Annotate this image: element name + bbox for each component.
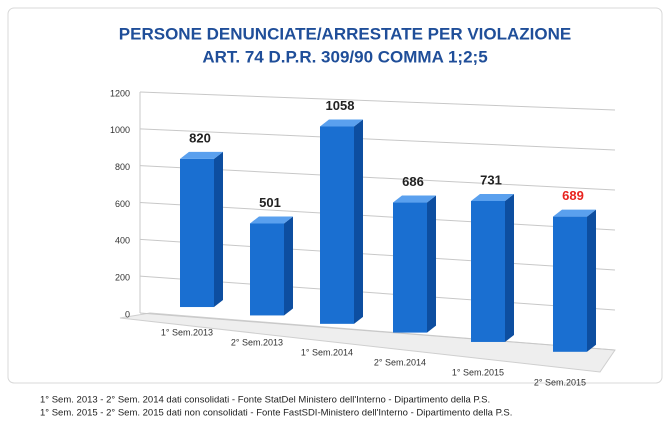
bar-side (354, 119, 363, 324)
bar-top (250, 216, 293, 224)
bar-front (471, 200, 505, 342)
x-tick-label: 1° Sem.2013 (161, 327, 213, 337)
value-label: 1058 (326, 98, 355, 113)
bar-top (393, 195, 436, 203)
y-tick-label: 800 (115, 162, 130, 172)
bar-front (320, 126, 354, 324)
chart-title: PERSONE DENUNCIATE/ARRESTATE PER VIOLAZI… (119, 24, 571, 43)
y-tick-label: 200 (115, 273, 130, 283)
bar (180, 151, 223, 308)
value-label: 686 (402, 174, 424, 189)
bar-side (505, 193, 514, 342)
chart-title: ART. 74 D.P.R. 309/90 COMMA 1;2;5 (202, 47, 487, 66)
x-tick-label: 1° Sem.2015 (452, 367, 504, 377)
x-tick-label: 2° Sem.2015 (534, 377, 586, 387)
y-tick-label: 1000 (110, 125, 130, 135)
grid-line (139, 312, 616, 351)
bar (393, 195, 436, 333)
grid-line (139, 128, 616, 151)
bar (250, 216, 293, 316)
bar-top (320, 119, 363, 127)
footnote: 1° Sem. 2015 - 2° Sem. 2015 dati non con… (40, 408, 512, 419)
bar-top (553, 209, 596, 217)
bar-front (553, 216, 587, 352)
y-tick-label: 1200 (110, 88, 130, 98)
bar (320, 119, 363, 324)
value-label: 820 (189, 130, 211, 145)
bar-top (180, 151, 223, 159)
bar-top (471, 193, 514, 201)
bar-side (427, 195, 436, 333)
y-tick-label: 400 (115, 236, 130, 246)
bar-front (393, 202, 427, 333)
bar-side (587, 209, 596, 352)
bar-side (284, 216, 293, 316)
footnote: 1° Sem. 2013 - 2° Sem. 2014 dati consoli… (40, 395, 490, 406)
y-tick-label: 0 (125, 309, 130, 319)
bar-front (250, 223, 284, 316)
x-tick-label: 2° Sem.2014 (374, 357, 426, 367)
value-label: 731 (480, 172, 502, 187)
y-tick-label: 600 (115, 199, 130, 209)
bar-front (180, 158, 214, 308)
bar (471, 193, 514, 342)
grid-line (139, 91, 616, 111)
x-tick-label: 1° Sem.2014 (301, 347, 353, 357)
value-label: 501 (259, 195, 281, 210)
x-tick-label: 2° Sem.2013 (231, 337, 283, 347)
value-label: 689 (562, 188, 584, 203)
bar-side (214, 151, 223, 308)
bar (553, 209, 596, 352)
